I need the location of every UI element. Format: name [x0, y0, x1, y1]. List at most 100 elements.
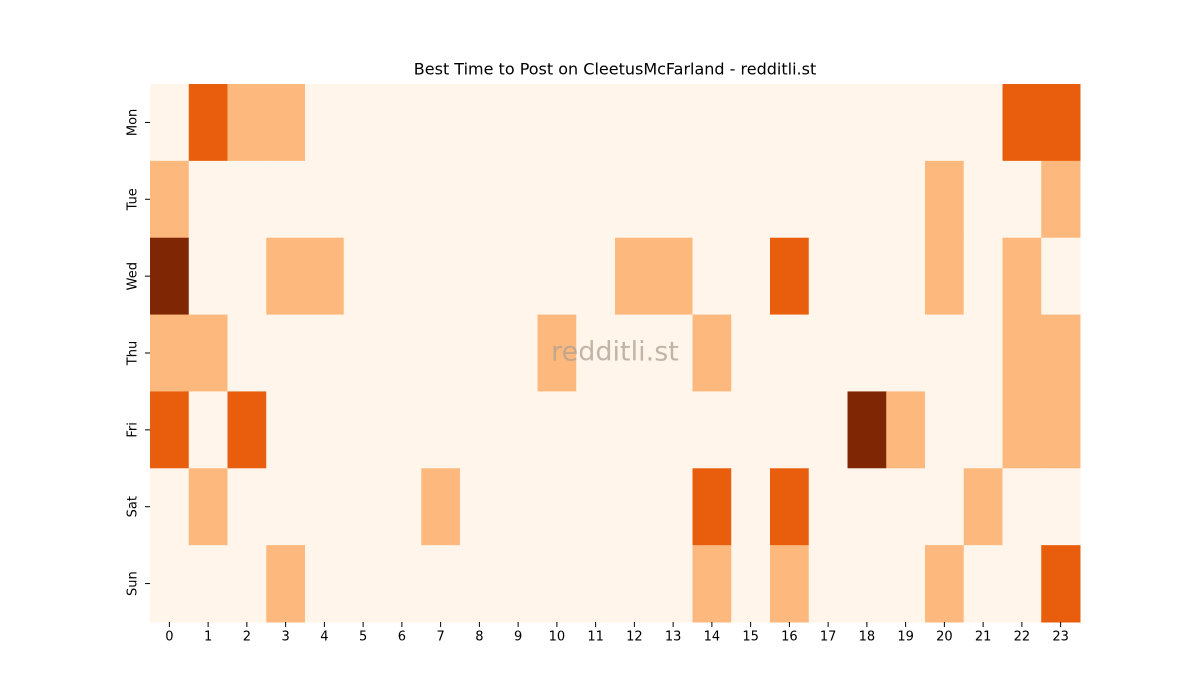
- heat-cell: [537, 84, 577, 162]
- heat-cell: [382, 237, 422, 316]
- heat-cell: [537, 468, 577, 546]
- heat-cell: [227, 391, 267, 469]
- heat-cell: [421, 84, 461, 162]
- heat-cell: [886, 237, 926, 316]
- heat-cell: [150, 314, 190, 392]
- heat-cell: [1002, 84, 1042, 162]
- heat-cell: [576, 545, 616, 623]
- heat-cell: [963, 160, 1003, 239]
- heat-cell: [963, 314, 1003, 392]
- heat-cell: [653, 545, 693, 623]
- heat-cell: [1002, 314, 1042, 392]
- y-tick-label: Mon: [126, 109, 141, 136]
- heat-cell: [188, 84, 228, 162]
- heat-cell: [886, 84, 926, 162]
- heat-cell: [537, 391, 577, 469]
- heat-cell: [692, 545, 732, 623]
- heat-cell: [692, 468, 732, 546]
- heat-cell: [150, 391, 190, 469]
- heat-cell: [615, 160, 655, 239]
- heat-cell: [576, 468, 616, 546]
- heat-cell: [537, 314, 577, 392]
- x-tick-label: 22: [1014, 630, 1031, 645]
- x-tick-label: 12: [626, 630, 643, 645]
- y-tick-label: Fri: [126, 422, 141, 438]
- heat-cell: [847, 468, 887, 546]
- heat-cell: [886, 545, 926, 623]
- heat-cell: [770, 237, 810, 316]
- heat-cell: [925, 391, 965, 469]
- heat-cell: [886, 391, 926, 469]
- x-tick-label: 14: [704, 630, 721, 645]
- heat-cell: [266, 391, 306, 469]
- heat-cell: [925, 160, 965, 239]
- heat-cell: [227, 84, 267, 162]
- heat-cell: [188, 545, 228, 623]
- heat-cell: [382, 545, 422, 623]
- x-tick-label: 19: [897, 630, 914, 645]
- heat-cell: [460, 545, 500, 623]
- heat-cell: [653, 391, 693, 469]
- heat-cell: [963, 468, 1003, 546]
- heat-cell: [808, 84, 848, 162]
- heat-cell: [537, 545, 577, 623]
- heat-cell: [1002, 237, 1042, 316]
- heat-cell: [731, 237, 771, 316]
- heat-cell: [731, 314, 771, 392]
- heat-cell: [266, 160, 306, 239]
- heat-cell: [576, 160, 616, 239]
- heat-cell: [305, 160, 345, 239]
- heat-cell: [963, 545, 1003, 623]
- heat-cell: [963, 84, 1003, 162]
- heat-cell: [460, 391, 500, 469]
- heat-cell: [498, 391, 538, 469]
- heat-cell: [653, 314, 693, 392]
- x-tick-label: 21: [975, 630, 992, 645]
- x-tick-label: 1: [204, 630, 212, 645]
- heat-cell: [808, 160, 848, 239]
- x-tick-label: 18: [859, 630, 876, 645]
- x-tick-label: 4: [320, 630, 328, 645]
- heat-cell: [460, 84, 500, 162]
- heat-cell: [460, 160, 500, 239]
- heat-cell: [421, 468, 461, 546]
- heat-cell: [343, 545, 383, 623]
- heat-cell: [343, 84, 383, 162]
- x-tick-label: 7: [436, 630, 444, 645]
- heat-cell: [576, 84, 616, 162]
- heat-cell: [421, 314, 461, 392]
- heat-cell: [692, 160, 732, 239]
- heat-cell: [382, 391, 422, 469]
- heat-cell: [266, 84, 306, 162]
- x-tick-label: 23: [1052, 630, 1069, 645]
- heat-cell: [925, 468, 965, 546]
- heat-cell: [653, 160, 693, 239]
- heat-cell: [808, 468, 848, 546]
- heat-cell: [886, 314, 926, 392]
- heat-cell: [227, 237, 267, 316]
- heat-cell: [925, 545, 965, 623]
- heat-cell: [1002, 468, 1042, 546]
- heat-cell: [1041, 160, 1081, 239]
- x-tick-label: 10: [549, 630, 566, 645]
- x-tick-label: 2: [243, 630, 251, 645]
- heat-cell: [1041, 468, 1081, 546]
- heat-cell: [731, 160, 771, 239]
- heat-cell: [731, 545, 771, 623]
- heat-cell: [925, 84, 965, 162]
- heat-cell: [188, 391, 228, 469]
- heat-cell: [188, 160, 228, 239]
- heat-cell: [963, 237, 1003, 316]
- heat-cell: [150, 237, 190, 316]
- y-tick-label: Tue: [126, 188, 141, 211]
- heat-cell: [343, 237, 383, 316]
- heat-cell: [227, 160, 267, 239]
- x-tick-label: 9: [514, 630, 522, 645]
- heat-cell: [731, 391, 771, 469]
- heat-cell: [421, 391, 461, 469]
- heat-cell: [692, 237, 732, 316]
- heat-cell: [498, 468, 538, 546]
- heat-cell: [343, 391, 383, 469]
- heat-cell: [963, 391, 1003, 469]
- heat-cell: [460, 468, 500, 546]
